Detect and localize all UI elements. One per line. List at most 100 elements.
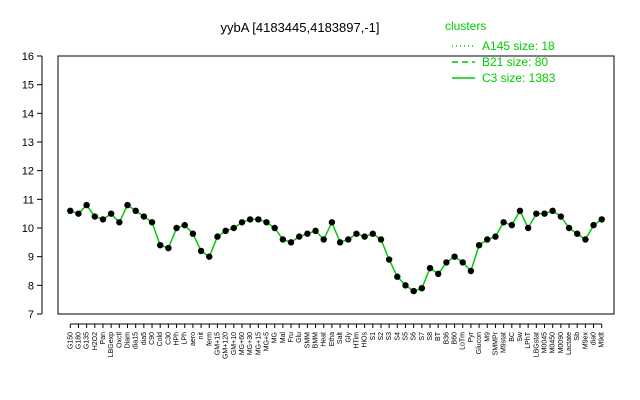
data-point [426,264,434,272]
data-point [524,224,532,232]
x-tick-label: HTim [353,332,360,349]
y-tick-label: 8 [28,280,34,292]
x-tick-label: Heat [321,332,328,347]
data-point [287,239,295,246]
data-point [312,227,319,235]
legend: clusters A145 size: 18 B21 size: 80 C3 s… [445,19,556,85]
x-tick-label: MG+15 [255,332,262,355]
data-point [574,230,581,237]
data-point [197,247,205,255]
data-point [549,207,556,214]
x-tick-label: HPh [174,332,181,346]
data-point [67,207,74,214]
data-point [484,236,491,243]
data-point [107,210,115,217]
data-point [377,236,385,243]
data-point [435,270,442,278]
legend-title: clusters [445,19,486,33]
x-tick-label: LoTm [460,332,467,350]
data-point [492,233,499,240]
data-point [451,253,458,260]
x-tick-label: LBGstat [533,332,540,357]
data-point [230,224,237,232]
data-point [189,230,197,237]
x-tick-label: Gly [345,332,352,343]
x-tick-label: M0450 [550,332,557,354]
x-tick-label: S7 [419,332,426,341]
data-point [385,256,393,263]
data-point [443,259,450,266]
points-layer [67,201,605,295]
data-point [99,216,107,223]
x-tick-label: Sw [517,331,524,342]
data-point [279,236,287,243]
x-tick-label: Cold [157,332,164,347]
x-tick-label: Lactate [566,332,573,355]
y-tick-label: 13 [22,137,34,149]
x-tick-label: HiOs [362,332,369,348]
x-tick-label: SMM [304,332,311,349]
data-point [304,230,311,237]
data-point [83,201,90,209]
y-tick-label: 10 [22,223,34,235]
y-tick-label: 9 [28,252,34,264]
data-point [418,285,426,292]
y-tick-label: 16 [22,51,34,63]
x-tick-label: LPhT [525,331,532,348]
x-tick-label: Glu [296,332,303,343]
data-point [369,230,376,237]
data-point [361,233,368,240]
x-tick-label: BMM [313,332,320,349]
x-tick-label: MG+60 [239,332,246,355]
x-tick-label: GM+15 [214,332,221,355]
data-point [157,242,164,249]
x-tick-label: G180 [75,332,82,349]
data-point [75,210,82,217]
data-point [508,221,515,229]
x-tick-label: Diam [125,332,132,349]
x-tick-label: SMMPr [492,331,499,355]
data-point [410,287,417,295]
x-tick-label: MG [272,332,279,343]
x-tick-label: Mal [280,332,287,344]
data-point [132,207,139,214]
x-tick-label: M9stat [501,332,508,353]
x-tick-label: aero [190,332,197,346]
data-point [582,236,589,243]
data-point [459,259,466,266]
x-tick-label: BT [435,331,442,341]
legend-entry-b21: B21 size: 80 [482,55,548,69]
x-tick-label: nit [198,332,205,339]
x-tick-label: M9 [484,332,491,342]
plot-area [57,55,615,315]
data-point [206,253,213,260]
x-axis: G150 G180 G135 H2O2 Pan LBGexp Oxctl Diam dia15 d… [67,323,606,359]
data-point [590,221,597,229]
data-point [148,219,156,226]
data-point [246,216,254,223]
x-tick-label: dia15 [133,332,140,349]
x-tick-label: LBGexp [108,332,115,357]
x-tick-label: ferm [206,332,213,346]
x-tick-label: S3 [386,332,393,341]
x-tick-label: M0090 [558,332,565,354]
x-tick-label: LPh [182,332,189,345]
chart-title: yybA [4183445,4183897,-1] [220,20,379,35]
data-point [345,236,352,243]
data-point [181,221,188,229]
x-tick-label: C90 [149,332,156,345]
x-tick-label: MG+5 [264,332,271,351]
data-point [214,233,221,240]
data-point [263,219,270,226]
data-point [336,239,344,246]
x-tick-label: B36 [443,332,450,345]
data-point [116,219,123,226]
data-point [353,230,360,237]
data-point [320,236,327,243]
x-tick-label: Fru [288,332,295,343]
data-point [296,233,303,240]
y-tick-label: 12 [22,166,34,178]
x-tick-label: S6 [411,332,418,341]
x-tick-label: S1 [370,332,377,341]
